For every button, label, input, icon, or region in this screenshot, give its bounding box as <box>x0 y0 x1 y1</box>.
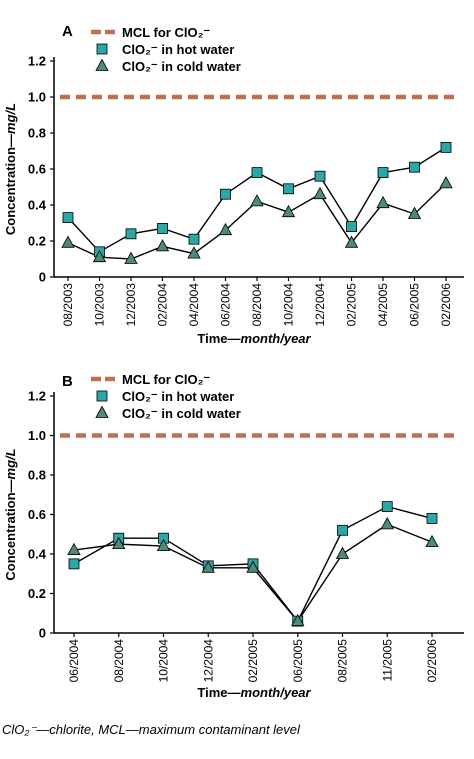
hot-water-point <box>283 183 294 195</box>
x-tick-label: 04/2004 <box>187 283 201 327</box>
cold-water-point <box>124 251 138 264</box>
y-tick-label: 0.6 <box>28 507 46 522</box>
legend-label-mcl: MCL for ClO₂⁻ <box>122 372 210 387</box>
cold-water-point <box>246 560 260 573</box>
hot-water-point <box>440 141 452 153</box>
cold-water-point <box>155 239 170 252</box>
cold-water-point <box>376 195 390 209</box>
y-tick-label: 0 <box>39 626 46 641</box>
y-tick-label: 1.0 <box>28 428 46 443</box>
hot-water-point <box>314 170 326 182</box>
hot-water-point <box>68 558 80 570</box>
y-tick-label: 0.4 <box>28 547 47 562</box>
hot-water-point <box>157 222 168 234</box>
hot-water-point <box>346 221 357 233</box>
x-tick-label: 02/2006 <box>425 639 439 683</box>
cold-water-point <box>439 176 453 189</box>
x-tick-label: 02/2005 <box>345 283 359 327</box>
x-tick-label: 08/2004 <box>112 639 126 683</box>
x-tick-label: 12/2003 <box>124 283 138 327</box>
hot-water-point <box>251 167 263 179</box>
hot-water-point <box>62 212 74 224</box>
cold-water-point <box>92 249 107 263</box>
x-tick-label: 06/2005 <box>408 283 422 327</box>
x-tick-label: 08/2003 <box>61 283 75 327</box>
cold-water-point <box>67 542 81 555</box>
legend-label-cold: ClO₂⁻ in cold water <box>122 406 241 421</box>
cold-water-point <box>335 546 350 559</box>
legend-hot-swatch <box>96 43 108 55</box>
x-tick-label: 12/2004 <box>201 639 215 683</box>
hot-water-point <box>377 167 389 179</box>
hot-water-point <box>125 228 137 240</box>
y-tick-label: 0.8 <box>28 126 46 141</box>
legend-cold-swatch <box>95 58 109 71</box>
y-tick-label: 0 <box>39 270 46 285</box>
x-tick-label: 11/2005 <box>380 639 394 682</box>
x-tick-label: 10/2004 <box>157 639 171 683</box>
hot-water-point <box>220 188 231 200</box>
y-axis-title: Concentration—mg/L <box>3 448 18 580</box>
cold-water-point <box>291 613 305 627</box>
cold-water-point <box>281 204 296 218</box>
panel-label: B <box>62 373 73 390</box>
x-tick-label: 10/2003 <box>93 283 107 327</box>
y-tick-label: 1.2 <box>28 54 46 69</box>
cold-water-point <box>313 186 327 200</box>
cold-water-point <box>425 534 439 548</box>
x-tick-label: 02/2006 <box>439 283 453 327</box>
y-tick-label: 0.2 <box>28 234 46 249</box>
chart-panel-b: B 0 0.2 0.4 0.6 0.8 1.0 1.2 06/2004 08/2004 10/200… <box>3 372 464 700</box>
x-tick-label: 06/2004 <box>67 639 81 683</box>
cold-water-point <box>250 194 264 207</box>
legend-hot-swatch <box>96 390 108 402</box>
legend-label-hot: ClO₂⁻ in hot water <box>122 42 234 57</box>
cold-water-point <box>380 517 394 530</box>
x-tick-label: 06/2005 <box>291 639 305 683</box>
hot-water-point <box>409 161 420 173</box>
y-tick-label: 0.6 <box>28 162 46 177</box>
y-axis-title: Concentration—mg/L <box>3 103 18 235</box>
x-tick-label: 08/2004 <box>250 283 264 327</box>
panel-label: A <box>62 23 73 40</box>
legend-label-hot: ClO₂⁻ in hot water <box>122 389 234 404</box>
cold-water-point <box>344 235 359 248</box>
x-tick-label: 02/2004 <box>156 283 170 327</box>
hot-water-point <box>426 513 438 524</box>
x-tick-label: 06/2004 <box>219 283 233 327</box>
legend-label-mcl: MCL for ClO₂⁻ <box>122 25 210 40</box>
cold-water-point <box>218 222 233 236</box>
cold-water-point <box>61 235 75 248</box>
x-tick-label: 04/2005 <box>376 283 390 327</box>
figure-caption: ClO₂⁻—chlorite, MCL—maximum contaminant … <box>2 722 300 737</box>
legend-label-cold: ClO₂⁻ in cold water <box>122 59 241 74</box>
chart-panel-a: A 0 0.2 0.4 0.6 0.8 1.0 1.2 08/2003 10/2003 12/200… <box>3 23 464 346</box>
cold-water-point <box>407 206 422 219</box>
cold-water-point <box>187 246 201 259</box>
x-axis-title: Time—month/year <box>197 685 311 700</box>
y-tick-label: 0.8 <box>28 468 46 483</box>
legend: MCL for ClO₂⁻ ClO₂⁻ in hot water ClO₂⁻ in … <box>91 372 241 421</box>
x-axis-title: Time—month/year <box>197 331 311 346</box>
x-tick-label: 10/2004 <box>282 283 296 327</box>
hot-water-point <box>188 233 200 245</box>
y-tick-label: 1.0 <box>28 90 46 105</box>
x-tick-label: 08/2005 <box>336 639 350 683</box>
cold-water-point <box>156 538 171 551</box>
legend-cold-swatch <box>95 405 109 418</box>
hot-water-point <box>337 524 348 536</box>
y-tick-label: 1.2 <box>28 389 46 404</box>
cold-water-point <box>201 560 215 573</box>
hot-water-point <box>381 501 393 513</box>
y-tick-label: 0.2 <box>28 586 46 601</box>
x-tick-label: 12/2004 <box>313 283 327 327</box>
legend: MCL for ClO₂⁻ ClO₂⁻ in hot water ClO₂⁻ in … <box>91 25 241 74</box>
cold-water-point <box>112 536 126 550</box>
y-tick-label: 0.4 <box>28 198 47 213</box>
x-tick-label: 02/2005 <box>246 639 260 683</box>
